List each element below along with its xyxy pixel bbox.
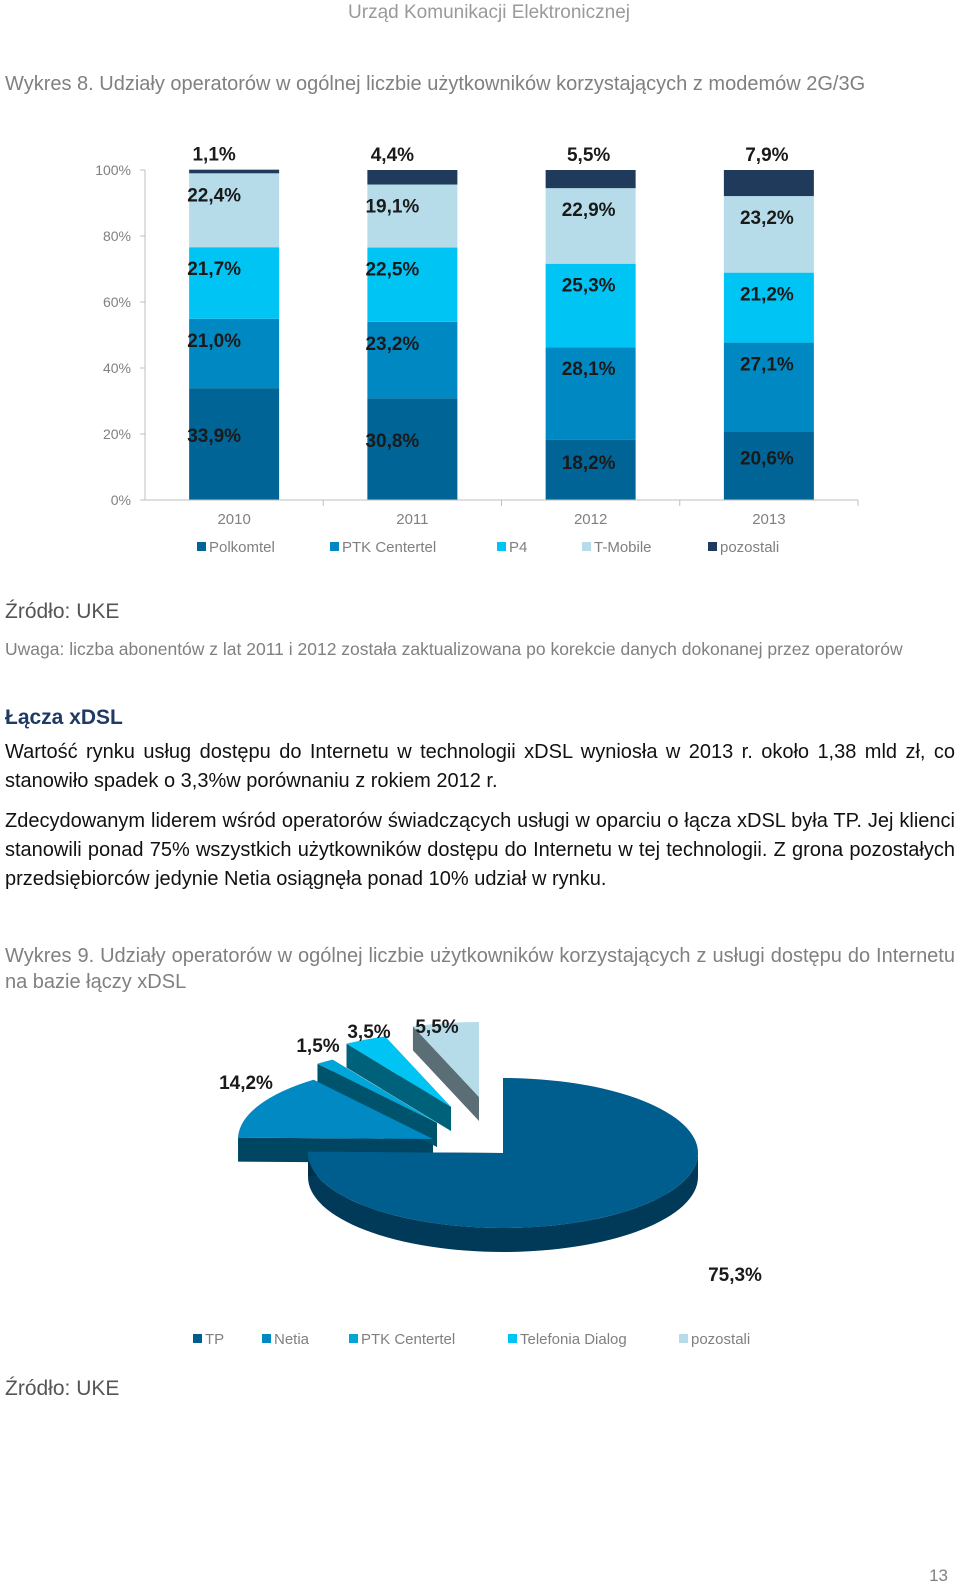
- bar-segment: [189, 388, 280, 500]
- y-tick-label: 0%: [111, 492, 131, 508]
- legend-label: Telefonia Dialog: [520, 1331, 627, 1348]
- bar-data-label: 33,9%: [187, 426, 241, 447]
- x-tick-label: 2010: [217, 511, 250, 528]
- bar-segment: [367, 398, 458, 500]
- legend-swatch: [193, 1334, 202, 1343]
- bar-data-label: 4,4%: [371, 145, 414, 166]
- bar-data-label: 1,1%: [192, 145, 235, 166]
- pie-slice-wall: [412, 1026, 479, 1121]
- bar-segment: [367, 184, 458, 248]
- bar-data-label: 23,2%: [740, 208, 794, 229]
- legend-swatch: [708, 542, 717, 551]
- bar-segment: [189, 318, 280, 389]
- legend-swatch: [679, 1334, 688, 1343]
- bar-data-label: 19,1%: [365, 197, 419, 218]
- legend-swatch: [508, 1334, 517, 1343]
- bar-segment: [723, 432, 814, 500]
- legend-label: Polkomtel: [209, 539, 275, 556]
- x-tick-label: 2012: [574, 511, 607, 528]
- bar-data-label: 30,8%: [365, 431, 419, 452]
- bar-data-label: 20,6%: [740, 449, 794, 470]
- y-tick-label: 40%: [103, 360, 131, 376]
- chart2-caption: Wykres 9. Udziały operatorów w ogólnej l…: [5, 945, 955, 993]
- y-tick-label: 20%: [103, 426, 131, 442]
- bar-segment: [367, 170, 458, 185]
- pie-data-label: 5,5%: [415, 1017, 458, 1038]
- legend-swatch: [497, 542, 506, 551]
- pie-chart-3d: 75,3% 14,2% 1,5% 3,5% 5,5% TP Netia PTK Center…: [193, 1017, 762, 1348]
- legend-label: pozostali: [691, 1331, 750, 1348]
- chart1-source: Źródło: UKE: [5, 600, 120, 623]
- legend-label: TP: [205, 1331, 224, 1348]
- bar-data-label: 18,2%: [562, 453, 616, 474]
- data-note: Uwaga: liczba abonentów z lat 2011 i 201…: [5, 639, 903, 659]
- bar-segment: [723, 196, 814, 273]
- pie-slice-side: [308, 1153, 698, 1252]
- page-number: 13: [929, 1566, 948, 1585]
- bar-segment: [367, 321, 458, 399]
- pie-slice: [317, 1059, 437, 1123]
- bar-segment: [189, 173, 280, 248]
- bar-data-label: 7,9%: [745, 145, 788, 166]
- y-tick-label: 60%: [103, 294, 131, 310]
- legend-label: pozostali: [720, 539, 779, 556]
- chart1-caption: Wykres 8. Udziały operatorów w ogólnej l…: [5, 73, 866, 95]
- bar-segment: [189, 247, 280, 319]
- pie-slice: [238, 1079, 433, 1139]
- legend-swatch: [262, 1334, 271, 1343]
- pie-data-label: 3,5%: [347, 1022, 390, 1043]
- pie-data-label: 75,3%: [708, 1265, 762, 1286]
- bar-segment: [723, 170, 814, 197]
- bar-data-label: 23,2%: [365, 334, 419, 355]
- legend-swatch: [349, 1334, 358, 1343]
- bar-data-label: 22,5%: [365, 260, 419, 281]
- bar-data-label: 5,5%: [567, 145, 610, 166]
- bar-segment: [367, 247, 458, 322]
- legend-label: T-Mobile: [594, 539, 652, 556]
- bar-segment: [545, 347, 636, 440]
- x-tick-label: 2011: [396, 511, 428, 528]
- pie-slice: [412, 1022, 479, 1097]
- bar-segment: [189, 169, 280, 174]
- bar-data-label: 21,2%: [740, 285, 794, 306]
- stacked-bar-chart: 0% 20% 40% 60% 80% 100% 33,9% 21,0% 21,7% 22,4% 1…: [95, 145, 859, 556]
- pie-data-label: 1,5%: [296, 1036, 339, 1057]
- bar-segment: [545, 188, 636, 264]
- bar-data-label: 22,9%: [562, 200, 616, 221]
- pie-slice: [346, 1036, 451, 1107]
- legend-label: P4: [509, 539, 527, 556]
- bar-segment: [723, 342, 814, 433]
- bar-data-label: 25,3%: [562, 276, 616, 297]
- document-header: Urząd Komunikacji Elektronicznej: [348, 2, 630, 23]
- bar-segment: [545, 439, 636, 500]
- bar-segment: [545, 170, 636, 189]
- pie-slice-wall: [346, 1043, 451, 1131]
- bar-data-label: 21,7%: [187, 259, 241, 280]
- chart2-source: Źródło: UKE: [5, 1377, 120, 1400]
- legend-label: PTK Centertel: [361, 1331, 455, 1348]
- legend-swatch: [197, 542, 206, 551]
- bar-segment: [545, 263, 636, 348]
- bar-data-label: 21,0%: [187, 331, 241, 352]
- paragraph-market-value: Wartość rynku usług dostępu do Internetu…: [5, 741, 955, 792]
- section-title: Łącza xDSL: [5, 706, 123, 729]
- y-tick-label: 80%: [103, 228, 131, 244]
- pie-data-label: 14,2%: [219, 1073, 273, 1094]
- legend-label: PTK Centertel: [342, 539, 436, 556]
- pie-slice: [307, 1078, 698, 1229]
- bar-data-label: 28,1%: [562, 359, 616, 380]
- legend-label: Netia: [274, 1331, 310, 1348]
- legend-swatch: [582, 542, 591, 551]
- bar-data-label: 27,1%: [740, 355, 794, 376]
- legend-swatch: [330, 542, 339, 551]
- bar-data-label: 22,4%: [187, 185, 241, 206]
- bar-segment: [723, 272, 814, 343]
- y-tick-label: 100%: [95, 162, 131, 178]
- paragraph-leaders: Zdecydowanym liderem wśród operatorów św…: [5, 810, 955, 890]
- x-tick-label: 2013: [752, 511, 785, 528]
